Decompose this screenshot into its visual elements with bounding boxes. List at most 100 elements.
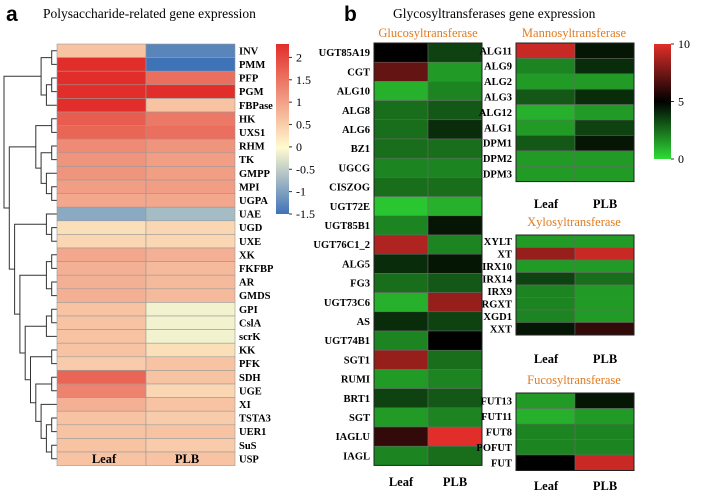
heatmap-b-cell (374, 177, 428, 196)
heatmap-b-cell (575, 285, 634, 298)
heatmap-a-cell (146, 180, 235, 194)
heatmap-b-cell (516, 58, 575, 73)
heatmap-b-cell (374, 350, 428, 369)
heatmap-b-row-label: AS (357, 317, 371, 328)
xylosyl-col-plb: PLB (593, 352, 617, 366)
heatmap-a-cell (146, 234, 235, 248)
heatmap-a-cell (57, 343, 146, 357)
colorbar-a-tick-label: 2 (296, 50, 302, 64)
heatmap-a-cell (146, 302, 235, 316)
heatmap-b-cell (575, 310, 634, 323)
heatmap-b-row-label: IAGL (343, 451, 370, 462)
heatmap-a-cell (146, 58, 235, 72)
heatmap-b-cell (374, 197, 428, 216)
heatmap-b-cell (374, 235, 428, 254)
heatmap-b-cell (516, 455, 575, 471)
heatmap-a-row-label: PFK (239, 359, 261, 370)
panel-a-col-plb: PLB (175, 452, 199, 466)
heatmap-a-cell (146, 85, 235, 99)
heatmap-b-cell (516, 409, 575, 425)
panel-a-letter: a (6, 3, 18, 26)
heatmap-a-cell (57, 221, 146, 235)
mannosyl-title: Mannosyltransferase (522, 26, 627, 40)
heatmap-b-cell (374, 369, 428, 388)
heatmap-b-row-label: XYLT (484, 237, 512, 248)
heatmap-a-cell (57, 44, 146, 58)
heatmap-b-cell (374, 446, 428, 465)
heatmap-b-cell (575, 89, 634, 104)
heatmap-b-row-label: RGXT (482, 299, 512, 310)
heatmap-a-row-label: GMPP (239, 169, 270, 180)
heatmap-a-cell (146, 221, 235, 235)
heatmap-b-cell (428, 389, 482, 408)
heatmap-b-cell (575, 58, 634, 73)
heatmap-b-cell (374, 312, 428, 331)
heatmap-b-cell (428, 369, 482, 388)
fucosyl-col-plb: PLB (593, 479, 617, 493)
heatmap-b-cell (428, 197, 482, 216)
heatmap-a-row-label: XI (239, 400, 251, 411)
heatmap-b-row-label: ALG9 (484, 62, 512, 73)
heatmap-b-cell (575, 323, 634, 336)
heatmap-a-row-label: SDH (239, 373, 261, 384)
heatmap-b-cell (374, 427, 428, 446)
heatmap-a-cell (57, 302, 146, 316)
heatmap-a-row-label: UGE (239, 386, 262, 397)
colorbar-a-tick-label: -1 (296, 185, 306, 199)
heatmap-b-cell (428, 177, 482, 196)
heatmap-b-cell (428, 101, 482, 120)
colorbar-a-tick-label: 0 (296, 140, 302, 154)
heatmap-a-row-label: SuS (239, 441, 257, 452)
heatmap-a-cell (146, 330, 235, 344)
heatmap-b-row-label: ALG12 (479, 108, 512, 119)
heatmap-b-cell (575, 166, 634, 181)
heatmap-b-row-label: SGT1 (344, 355, 370, 366)
heatmap-b-cell (516, 273, 575, 286)
heatmap-b-cell (575, 273, 634, 286)
heatmap-b-cell (428, 293, 482, 312)
heatmap-a-cell (57, 139, 146, 153)
heatmap-a-cell (146, 438, 235, 452)
heatmap-a-cell (146, 153, 235, 167)
heatmap-a-cell (57, 85, 146, 99)
heatmap-a-row-label: CslA (239, 318, 262, 329)
heatmap-b-row-label: FUT (491, 458, 512, 469)
panel-a-colorbar (276, 44, 289, 214)
heatmap-a-row-label: USP (239, 454, 259, 465)
heatmap-b-cell (516, 310, 575, 323)
heatmap-a-cell (57, 112, 146, 126)
heatmap-b-cell (374, 216, 428, 235)
heatmap-b-cell (374, 43, 428, 62)
xylosyl-col-leaf: Leaf (534, 352, 559, 366)
heatmap-a-cell (57, 357, 146, 371)
heatmap-b-row-label: CISZOG (329, 183, 370, 194)
colorbar-a-tick-label: 1.5 (296, 73, 311, 87)
heatmap-b-cell (516, 89, 575, 104)
heatmap-b-cell (428, 120, 482, 139)
heatmap-a-cell (146, 384, 235, 398)
heatmap-b-cell (374, 408, 428, 427)
heatmap-b-cell (575, 248, 634, 261)
panel-b-heatmaps: UGT85A19 CGT ALG10 ALG8 ALG6 BZ1 UGCG CISZOG UGT… (313, 43, 634, 471)
heatmap-a-cell (57, 153, 146, 167)
heatmap-b-row-label: XGD1 (483, 312, 512, 323)
panel-a-colorbar-ticks: 2 1.5 1 0.5 0 -0.5 -1 -1.5 (289, 50, 315, 221)
heatmap-b-row-label: DPM1 (483, 139, 512, 150)
panel-b-colorbar-ticks: 10 5 0 (671, 37, 690, 166)
heatmap-a-cell (146, 343, 235, 357)
fucosyl-title: Fucosyltransferase (527, 373, 621, 387)
colorbar-a-tick-label: -0.5 (296, 162, 315, 176)
heatmap-a-row-label: INV (239, 46, 259, 57)
heatmap-b-row-label: POFUT (476, 443, 512, 454)
figure: a Polysaccharide-related gene expression… (0, 0, 709, 494)
heatmap-b-row-label: FUT13 (481, 396, 513, 407)
heatmap-b-row-label: IRX9 (487, 287, 512, 298)
heatmap-b-cell (575, 260, 634, 273)
heatmap-a-cell (57, 398, 146, 412)
heatmap-a-cell (146, 71, 235, 85)
heatmap-b-row-label: IRX10 (482, 262, 512, 273)
heatmap-b-cell (428, 216, 482, 235)
heatmap-b-cell (428, 158, 482, 177)
colorbar-a-tick-label: 1 (296, 95, 302, 109)
heatmap-a-row-label: scrK (239, 332, 261, 343)
